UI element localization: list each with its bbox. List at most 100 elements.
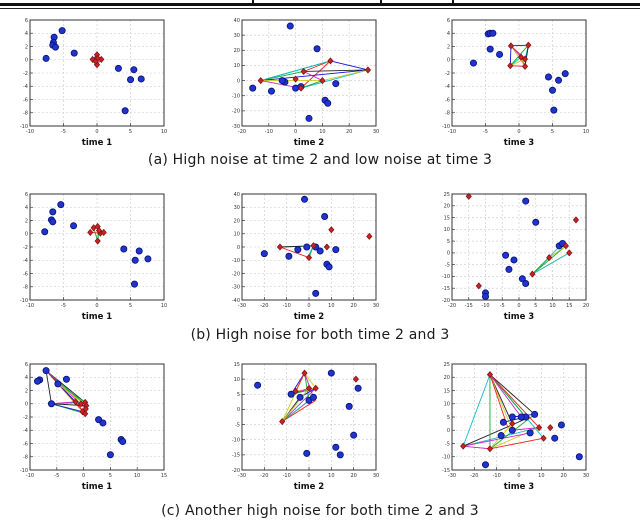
svg-text:-10: -10 — [442, 124, 450, 130]
svg-text:0: 0 — [517, 303, 520, 309]
svg-text:-20: -20 — [260, 473, 268, 479]
svg-text:-10: -10 — [481, 303, 489, 309]
svg-text:0: 0 — [95, 129, 98, 135]
svg-text:0: 0 — [95, 303, 98, 309]
svg-text:10: 10 — [549, 303, 555, 309]
svg-text:4: 4 — [25, 31, 28, 37]
svg-text:25: 25 — [444, 192, 450, 198]
svg-text:-20: -20 — [232, 109, 240, 115]
svg-text:-5: -5 — [445, 441, 450, 447]
svg-text:-10: -10 — [26, 129, 34, 135]
caption-c: (c) Another high noise for both time 2 a… — [161, 503, 479, 519]
svg-text:2: 2 — [25, 44, 28, 50]
svg-text:-6: -6 — [23, 97, 28, 103]
svg-text:5: 5 — [237, 392, 240, 398]
svg-text:20: 20 — [444, 375, 450, 381]
svg-text:10: 10 — [234, 63, 240, 69]
svg-text:-15: -15 — [465, 303, 473, 309]
svg-text:-10: -10 — [283, 303, 291, 309]
scatter-plot-b3: -20 -15 -10 -5 0 5 10 15 20 25 20 15 10 5 0 -5 -10 -15 -20… — [442, 192, 589, 322]
svg-text:4: 4 — [447, 31, 450, 37]
svg-text:time 1: time 1 — [82, 312, 113, 322]
svg-text:20: 20 — [444, 204, 450, 210]
svg-text:20: 20 — [234, 48, 240, 54]
svg-text:-10: -10 — [442, 274, 450, 280]
subplot-c-time3: -30 -20 -10 0 10 20 30 25 20 15 10 5 0 -5 -10 -15 time 3 — [428, 361, 598, 501]
svg-text:time 1: time 1 — [82, 482, 113, 492]
svg-text:-30: -30 — [238, 303, 246, 309]
svg-text:-4: -4 — [23, 258, 28, 264]
svg-text:0: 0 — [517, 129, 520, 135]
svg-text:0: 0 — [307, 303, 310, 309]
svg-text:0: 0 — [25, 232, 28, 238]
svg-text:0: 0 — [447, 58, 450, 64]
svg-text:5: 5 — [129, 303, 132, 309]
svg-text:-6: -6 — [23, 441, 28, 447]
subplot-b-time2: -30 -20 -10 0 10 20 30 40 30 20 10 0 -10 -20 -30 -40 tim… — [218, 191, 388, 331]
svg-text:-10: -10 — [20, 468, 28, 474]
svg-text:20: 20 — [350, 303, 356, 309]
svg-text:4: 4 — [25, 205, 28, 211]
svg-text:10: 10 — [161, 303, 167, 309]
svg-text:-10: -10 — [26, 473, 34, 479]
svg-text:-20: -20 — [442, 298, 450, 304]
svg-text:10: 10 — [328, 473, 334, 479]
svg-text:20: 20 — [346, 129, 352, 135]
svg-text:0: 0 — [237, 78, 240, 84]
svg-text:-8: -8 — [23, 111, 28, 117]
svg-text:30: 30 — [373, 473, 379, 479]
svg-text:20: 20 — [350, 473, 356, 479]
caption-b: (b) High noise for both time 2 and 3 — [190, 327, 450, 343]
svg-text:time 2: time 2 — [294, 138, 325, 148]
svg-text:time 3: time 3 — [504, 138, 535, 148]
svg-text:10: 10 — [538, 473, 544, 479]
subplot-a-time2: -20 -10 0 10 20 30 40 30 20 10 0 -10 -20 -30 time 2 — [218, 17, 388, 157]
svg-text:10: 10 — [328, 303, 334, 309]
svg-text:-30: -30 — [448, 473, 456, 479]
svg-text:0: 0 — [294, 129, 297, 135]
svg-text:-10: -10 — [442, 455, 450, 461]
svg-text:6: 6 — [25, 192, 28, 198]
svg-text:-5: -5 — [61, 129, 66, 135]
svg-text:15: 15 — [234, 362, 240, 368]
svg-text:5: 5 — [109, 473, 112, 479]
svg-text:-2: -2 — [23, 415, 28, 421]
svg-text:time 1: time 1 — [82, 138, 113, 148]
svg-text:10: 10 — [234, 377, 240, 383]
scatter-plot-a3: -10 -5 0 5 10 6 4 2 0 -2 -4 -6 -8 -10 time 3 — [442, 18, 589, 148]
subplot-b-time3: -20 -15 -10 -5 0 5 10 15 20 25 20 15 10 5 0 -5 -10 -15 -20… — [428, 191, 598, 331]
svg-text:6: 6 — [447, 18, 450, 24]
svg-text:-15: -15 — [232, 453, 240, 459]
svg-text:-40: -40 — [232, 298, 240, 304]
svg-text:2: 2 — [447, 44, 450, 50]
svg-text:-10: -10 — [448, 129, 456, 135]
svg-text:0: 0 — [237, 245, 240, 251]
cropped-text-fragment — [380, 0, 382, 3]
svg-text:time 2: time 2 — [294, 482, 325, 492]
svg-text:-10: -10 — [20, 298, 28, 304]
svg-text:-6: -6 — [23, 271, 28, 277]
svg-text:time 3: time 3 — [504, 312, 535, 322]
svg-text:-30: -30 — [232, 124, 240, 130]
scatter-plot-c3: -30 -20 -10 0 10 20 30 25 20 15 10 5 0 -5 -10 -15 time 3 — [442, 362, 589, 492]
svg-text:30: 30 — [234, 205, 240, 211]
svg-text:-4: -4 — [445, 84, 450, 90]
svg-text:-5: -5 — [54, 473, 59, 479]
svg-text:2: 2 — [25, 388, 28, 394]
subplot-c-time2: -30 -20 -10 0 10 20 30 15 10 5 0 -5 -10 -15 -20 time 2 — [218, 361, 388, 501]
svg-text:-20: -20 — [470, 473, 478, 479]
svg-text:-10: -10 — [493, 473, 501, 479]
svg-text:5: 5 — [534, 303, 537, 309]
svg-text:-10: -10 — [265, 129, 273, 135]
svg-text:40: 40 — [234, 192, 240, 198]
svg-text:40: 40 — [234, 18, 240, 24]
svg-text:6: 6 — [25, 362, 28, 368]
svg-text:-15: -15 — [442, 468, 450, 474]
svg-text:0: 0 — [517, 473, 520, 479]
svg-text:-30: -30 — [238, 473, 246, 479]
svg-text:-10: -10 — [232, 258, 240, 264]
top-rule-thin — [0, 8, 640, 9]
svg-text:-8: -8 — [23, 285, 28, 291]
